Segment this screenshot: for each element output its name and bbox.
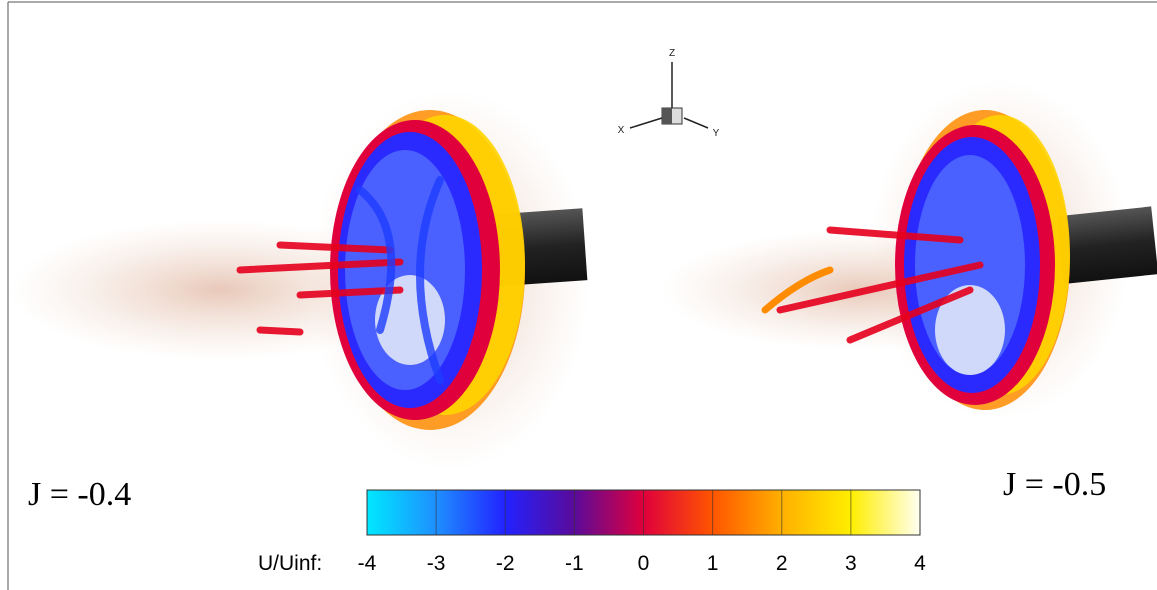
colorbar-tick-label: 2 [776, 552, 788, 575]
colorbar-tick-label: -2 [496, 552, 515, 575]
axis-label: X [618, 125, 625, 136]
colorbar-tick-label: 1 [707, 552, 719, 575]
colorbar-tick-label: 3 [845, 552, 857, 575]
axis-label: Z [669, 48, 675, 59]
figure: Z X Y J = -0.4 J = -0.5 U/Uinf: -4 -3 -2 -1… [0, 0, 1157, 590]
vortex-render-right [660, 80, 1157, 420]
axes-triad: Z X Y [618, 48, 720, 139]
colorbar-tick-label: -4 [358, 552, 377, 575]
colorbar-label: U/Uinf: [258, 552, 322, 575]
colorbar-tick-label: -3 [427, 552, 446, 575]
colorbar: -4 -3 -2 -1 0 1 2 3 4 [358, 490, 927, 575]
axis-label: Y [713, 128, 720, 139]
vortex-render-left [10, 90, 590, 470]
panel-label: J = -0.5 [1003, 466, 1106, 503]
panel-label: J = -0.4 [28, 476, 131, 513]
colorbar-tick-label: -1 [565, 552, 584, 575]
colorbar-tick-label: 0 [638, 552, 650, 575]
colorbar-tick-label: 4 [914, 552, 926, 575]
